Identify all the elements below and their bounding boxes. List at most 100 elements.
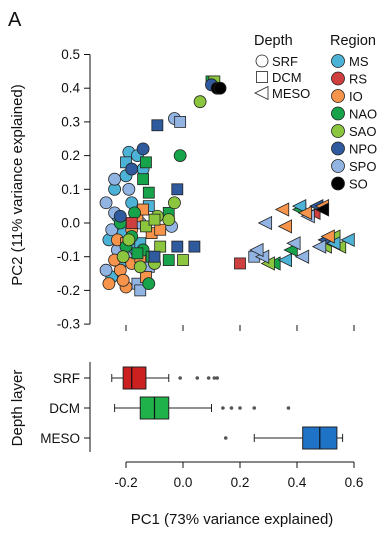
outlier-point xyxy=(178,376,182,380)
data-point xyxy=(171,183,184,196)
data-point xyxy=(286,236,301,251)
outlier-point xyxy=(215,376,219,380)
data-point xyxy=(277,219,293,234)
data-point xyxy=(168,196,181,210)
region-legend-swatch xyxy=(331,176,345,191)
outlier-point xyxy=(221,406,225,410)
scatter-y-ticks: -0.3 -0.2 -0.1 0.0 0.1 0.2 0.3 0.4 0.5 xyxy=(57,47,90,332)
box-x-axis-label: PC1 (73% variance explained) xyxy=(131,511,334,528)
region-legend-swatch xyxy=(331,106,345,121)
region-legend-swatch xyxy=(331,141,345,156)
x-tick-label: 0.6 xyxy=(345,475,364,490)
depth-legend-label: SRF xyxy=(272,54,298,69)
data-point xyxy=(131,247,144,260)
data-point xyxy=(154,240,167,253)
data-point xyxy=(122,182,136,196)
data-point xyxy=(136,142,150,156)
y-tick-label: 0.0 xyxy=(61,216,80,231)
data-point xyxy=(133,260,147,274)
data-point xyxy=(140,220,152,233)
data-point xyxy=(134,284,147,297)
data-point xyxy=(137,173,150,186)
outlier-point xyxy=(206,376,211,380)
region-legend-label: SPO xyxy=(349,159,376,174)
y-tick-label: 0.2 xyxy=(61,148,80,163)
data-point xyxy=(128,206,141,220)
data-point xyxy=(193,95,207,109)
x-tick-label: 0.4 xyxy=(288,475,307,490)
data-point xyxy=(125,217,138,229)
outlier-point xyxy=(229,406,234,410)
data-point xyxy=(102,277,116,291)
data-point xyxy=(105,223,119,237)
data-point xyxy=(108,172,121,186)
scatter-x-ticks xyxy=(125,325,355,331)
data-point xyxy=(162,213,176,227)
y-tick-label: 0.4 xyxy=(61,81,80,96)
region-legend-label: MS xyxy=(349,54,369,69)
outlier-point xyxy=(223,436,228,440)
box-y-axis-label: Depth layer xyxy=(9,370,26,447)
data-point xyxy=(173,149,187,163)
data-point xyxy=(213,81,227,95)
region-legend-swatch xyxy=(331,124,345,138)
data-point xyxy=(122,233,136,247)
data-point xyxy=(154,223,167,236)
outlier-point xyxy=(238,406,242,410)
x-tick-label: 0.2 xyxy=(231,475,250,490)
data-point xyxy=(171,240,184,253)
panel-label: A xyxy=(8,9,22,31)
category-label: SRF xyxy=(53,371,80,386)
data-point xyxy=(297,205,312,221)
depth-legend-symbol xyxy=(255,54,269,68)
data-point xyxy=(148,213,161,226)
box-plot-boxes xyxy=(111,366,344,450)
data-point xyxy=(162,254,175,266)
data-point xyxy=(249,242,264,258)
region-legend-label: SO xyxy=(349,177,368,192)
region-legend-label: RS xyxy=(349,72,367,87)
data-point xyxy=(116,273,130,287)
depth-legend-symbol xyxy=(254,85,269,101)
data-point xyxy=(291,199,307,214)
scatter-points xyxy=(99,75,355,297)
region-legend-label: SAO xyxy=(349,124,376,139)
data-point xyxy=(277,252,293,268)
scatter-plot: -0.3 -0.2 -0.1 0.0 0.1 0.2 0.3 0.4 0.5 PC2 (11% … xyxy=(9,47,355,332)
data-point xyxy=(140,156,152,169)
outlier-point xyxy=(195,376,200,380)
category-label: DCM xyxy=(49,401,80,416)
data-point xyxy=(142,277,156,291)
outlier-point xyxy=(252,406,257,410)
region-legend-swatch xyxy=(331,71,345,86)
data-point xyxy=(177,254,189,266)
y-tick-label: -0.2 xyxy=(57,283,80,298)
category-label: MESO xyxy=(40,431,80,446)
data-point xyxy=(174,116,187,128)
data-point xyxy=(274,202,290,217)
region-legend-label: NAO xyxy=(349,107,377,122)
region-legend-title: Region xyxy=(330,33,376,49)
data-point xyxy=(99,196,113,210)
y-tick-label: -0.3 xyxy=(57,317,80,332)
depth-legend-symbol xyxy=(256,71,268,83)
data-point xyxy=(234,257,246,270)
region-legend: MS RS IO NAO SAO NPO SPO SO xyxy=(331,54,377,192)
region-legend-swatch xyxy=(331,54,345,68)
y-tick-label: 0.3 xyxy=(61,114,80,129)
scatter-y-axis-label: PC2 (11% variance explained) xyxy=(9,84,26,286)
data-point xyxy=(151,119,164,132)
depth-legend-label: MESO xyxy=(272,86,310,101)
box-x-ticks: -0.2 0.0 0.2 0.4 0.6 xyxy=(114,462,363,490)
data-point xyxy=(99,263,113,277)
data-point xyxy=(311,239,327,254)
data-point xyxy=(320,229,335,244)
region-legend-label: IO xyxy=(349,89,363,104)
depth-legend-title: Depth xyxy=(254,33,293,49)
data-point xyxy=(116,250,130,264)
data-point xyxy=(148,250,161,263)
